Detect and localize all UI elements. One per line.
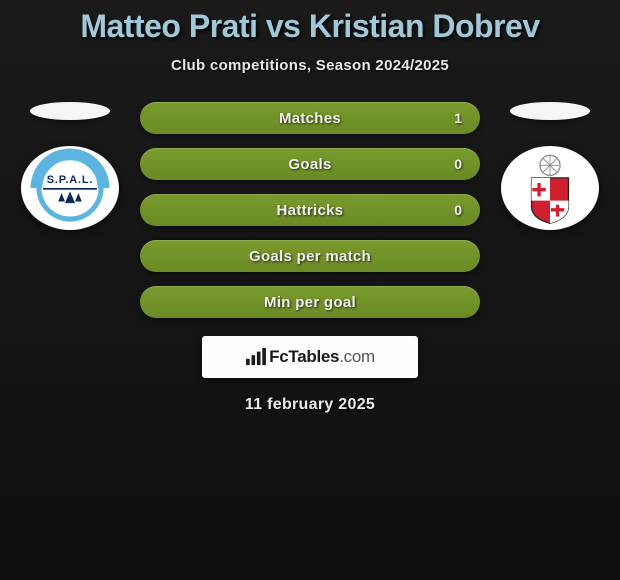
page-title: Matteo Prati vs Kristian Dobrev xyxy=(0,8,620,45)
stat-row-hattricks: Hattricks 0 xyxy=(140,194,480,226)
stat-label: Hattricks xyxy=(277,202,344,219)
subtitle: Club competitions, Season 2024/2025 xyxy=(0,57,620,74)
date-label: 11 february 2025 xyxy=(0,396,620,414)
brand-suffix: .com xyxy=(339,347,375,366)
stat-row-goals-per-match: Goals per match xyxy=(140,240,480,272)
stat-label: Goals xyxy=(288,156,331,173)
left-player-photo-placeholder xyxy=(30,102,110,120)
right-player-column xyxy=(500,102,600,230)
stat-row-matches: Matches 1 xyxy=(140,102,480,134)
spal-badge-icon: S.P.A.L. xyxy=(21,146,119,230)
stat-right-value: 0 xyxy=(450,202,462,218)
stat-right-value: 1 xyxy=(450,110,462,126)
stats-column: Matches 1 Goals 0 Hattricks 0 Goals per … xyxy=(140,102,480,318)
content-row: S.P.A.L. Matches 1 Goals 0 Hattricks 0 xyxy=(0,102,620,318)
left-player-column: S.P.A.L. xyxy=(20,102,120,230)
right-player-photo-placeholder xyxy=(510,102,590,120)
stat-label: Goals per match xyxy=(249,248,371,265)
branding-box: FcTables.com xyxy=(202,336,418,378)
branding-text: FcTables.com xyxy=(269,347,375,367)
stat-right-value: 0 xyxy=(450,156,462,172)
comparison-card: Matteo Prati vs Kristian Dobrev Club com… xyxy=(0,0,620,414)
branding-inner: FcTables.com xyxy=(245,347,375,367)
stat-label: Matches xyxy=(279,110,341,127)
stat-row-goals: Goals 0 xyxy=(140,148,480,180)
stat-label: Min per goal xyxy=(264,294,356,311)
rimini-badge-icon xyxy=(501,146,599,230)
bar-chart-icon xyxy=(245,348,267,366)
svg-text:S.P.A.L.: S.P.A.L. xyxy=(47,174,94,186)
stat-row-min-per-goal: Min per goal xyxy=(140,286,480,318)
brand-name: FcTables xyxy=(269,347,339,366)
right-club-badge xyxy=(501,146,599,230)
left-club-badge: S.P.A.L. xyxy=(21,146,119,230)
